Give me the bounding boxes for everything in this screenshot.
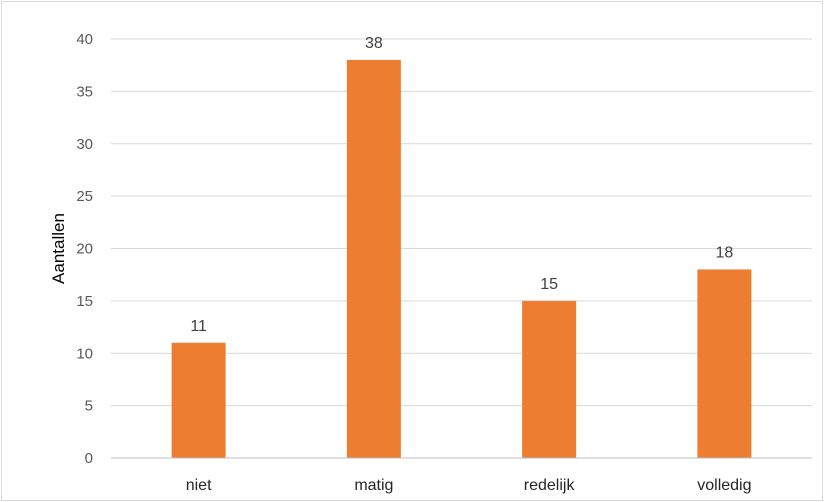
y-axis-title: Aantallen [49, 213, 68, 284]
y-tick-label: 30 [76, 136, 93, 153]
gridlines [111, 38, 812, 407]
x-axis-category-labels: niet matig redelijk volledig [186, 477, 752, 494]
bar-matig [346, 59, 401, 458]
data-label: 15 [540, 276, 558, 293]
x-tick-label: matig [354, 477, 393, 494]
y-tick-label: 40 [76, 31, 93, 48]
data-labels: 11 38 15 18 [190, 35, 733, 335]
y-tick-label: 35 [76, 83, 93, 100]
y-tick-label: 10 [76, 345, 93, 362]
bar-redelijk [522, 300, 577, 458]
data-label: 11 [190, 318, 207, 335]
y-tick-label: 15 [76, 293, 93, 310]
bar-volledig [697, 269, 752, 458]
x-tick-label: volledig [697, 477, 751, 494]
y-tick-label: 0 [85, 450, 93, 467]
y-tick-label: 25 [76, 188, 93, 205]
y-tick-label: 5 [85, 398, 93, 415]
data-label: 18 [715, 244, 733, 261]
bar-niet [171, 342, 226, 458]
data-label: 38 [365, 35, 383, 52]
y-tick-label: 20 [76, 241, 93, 258]
bars [171, 59, 752, 458]
y-axis-tick-labels: 0 5 10 15 20 25 30 35 40 [76, 31, 93, 467]
x-tick-label: niet [186, 477, 212, 494]
x-tick-label: redelijk [524, 477, 576, 494]
